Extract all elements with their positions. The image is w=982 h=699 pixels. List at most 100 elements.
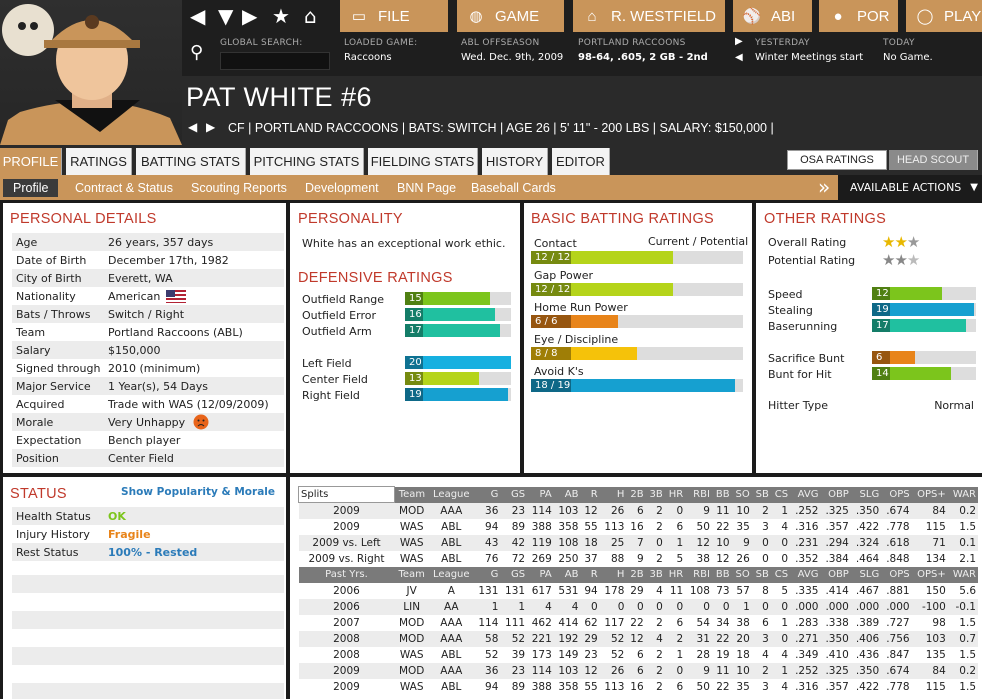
prev-day-icon[interactable]: ◀ (735, 52, 743, 63)
rating-label: Outfield Error (302, 308, 376, 322)
search-icon: ⚲ (190, 42, 204, 63)
stats-cell: 6 (676, 616, 684, 629)
subtab-profile[interactable]: Profile (3, 179, 59, 197)
subtab-contract-status[interactable]: Contract & Status (75, 181, 173, 195)
stats-column-header[interactable]: WAR (947, 566, 978, 583)
stats-column-header[interactable]: G (473, 486, 501, 503)
osa-ratings-toggle[interactable]: OSA RATINGS (787, 150, 887, 170)
team-link[interactable]: Portland Raccoons (ABL) (108, 325, 243, 339)
stats-cell: AAA (428, 630, 474, 647)
stats-column-header[interactable]: OBP (820, 566, 851, 583)
next-player-icon[interactable]: ▶ (206, 120, 216, 134)
head-scout-toggle[interactable]: HEAD SCOUT (889, 150, 978, 170)
rating-bar: 8 / 8 (531, 347, 743, 360)
stats-column-header[interactable]: BB (711, 486, 732, 503)
stats-column-header[interactable]: CS (770, 486, 791, 503)
stats-column-header[interactable]: OPS+ (911, 486, 948, 503)
stats-column-header[interactable]: SO (731, 566, 752, 583)
stats-column-header[interactable]: RBI (685, 486, 712, 503)
game-button[interactable]: ◍ GAME (457, 0, 564, 32)
show-popularity-link[interactable]: Show Popularity & Morale (121, 486, 275, 498)
tab-history[interactable]: HISTORY (482, 148, 548, 175)
stats-column-header[interactable]: 3B (645, 486, 665, 503)
stats-cell: WAS (394, 534, 429, 551)
nationality-link[interactable]: American (108, 289, 161, 303)
stats-column-header[interactable]: H (599, 486, 627, 503)
stats-column-header[interactable]: 2B (626, 486, 646, 503)
forward-icon[interactable]: ▶ (242, 4, 258, 28)
stats-column-header[interactable]: R (580, 486, 600, 503)
stats-column-header[interactable]: AB (553, 566, 581, 583)
league-button[interactable]: ⚾ ABI (733, 0, 812, 32)
tab-ratings[interactable]: RATINGS (66, 148, 132, 175)
star-icon[interactable]: ★ (272, 4, 290, 28)
stats-cell: 31 (685, 630, 712, 647)
trade-link[interactable]: Trade with WAS (12/09/2009) (108, 397, 269, 411)
stats-row: 2009 vs. Right WAS ABL 76 72 269 250 37 88 9 2 5 38 1… (299, 551, 979, 567)
stats-column-header[interactable]: HR (664, 486, 686, 503)
stats-column-header[interactable]: R (580, 566, 600, 583)
stats-column-header[interactable]: 3B (645, 566, 665, 583)
tab-profile[interactable]: PROFILE (0, 148, 62, 175)
stats-column-header[interactable]: GS (500, 486, 528, 503)
stats-column-header[interactable]: G (473, 566, 501, 583)
stats-column-header[interactable]: HR (664, 566, 686, 583)
stats-column-header[interactable]: PA (527, 486, 554, 503)
stats-cell: 5.6 (959, 584, 976, 597)
subtab-baseball-cards[interactable]: Baseball Cards (471, 181, 556, 195)
stats-column-header[interactable]: 2B (626, 566, 646, 583)
stats-cell: .778 (886, 520, 910, 533)
stats-cell: .335 (795, 584, 819, 597)
subtab-bnn-page[interactable]: BNN Page (397, 181, 457, 195)
stats-column-header[interactable]: PA (527, 566, 554, 583)
tab-batting-stats[interactable]: BATTING STATS (136, 148, 246, 175)
manager-button[interactable]: ⌂ R. WESTFIELD (573, 0, 725, 32)
stats-column-header[interactable]: H (599, 566, 627, 583)
stats-cell: 4 (553, 598, 581, 615)
stats-column-header[interactable]: Team (394, 486, 429, 503)
stats-column-header[interactable]: League (428, 486, 474, 503)
stats-column-header[interactable]: League (428, 566, 474, 583)
stats-column-header[interactable]: RBI (685, 566, 712, 583)
team-record: 98-64, .605, 2 GB - 2nd (578, 52, 708, 63)
stats-column-header[interactable]: Team (394, 566, 429, 583)
stats-column-header[interactable]: AB (553, 486, 581, 503)
prev-player-icon[interactable]: ◀ (188, 120, 198, 134)
stats-column-header[interactable]: SLG (850, 486, 882, 503)
stats-column-header[interactable]: SB (751, 486, 771, 503)
stats-cell: ABL (428, 534, 474, 551)
back-icon[interactable]: ◀ (190, 4, 206, 28)
stats-column-header[interactable]: OPS+ (911, 566, 948, 583)
stats-cell: 0 (626, 598, 646, 615)
stats-column-header[interactable]: OPS (881, 566, 912, 583)
stats-cell: 2 (656, 680, 663, 693)
tab-fielding-stats[interactable]: FIELDING STATS (368, 148, 478, 175)
tab-editor[interactable]: EDITOR (552, 148, 610, 175)
stats-column-header[interactable]: GS (500, 566, 528, 583)
dropdown-icon[interactable]: ▼ (218, 4, 234, 28)
available-actions-button[interactable]: AVAILABLE ACTIONS ▼ (838, 175, 982, 200)
stats-header-first[interactable]: Splits (298, 486, 395, 503)
file-button[interactable]: ▭ FILE (340, 0, 448, 32)
stats-column-header[interactable]: SO (731, 486, 752, 503)
stats-column-header[interactable]: BB (711, 566, 732, 583)
search-input[interactable] (220, 52, 330, 70)
next-day-icon[interactable]: ▶ (735, 36, 743, 47)
stats-column-header[interactable]: SB (751, 566, 771, 583)
stats-column-header[interactable]: OBP (820, 486, 851, 503)
stats-column-header[interactable]: AVG (790, 566, 821, 583)
subtab-scouting-reports[interactable]: Scouting Reports (191, 181, 287, 195)
play-button[interactable]: ◯ PLAY (906, 0, 982, 32)
home-icon[interactable]: ⌂ (304, 4, 317, 28)
tab-pitching-stats[interactable]: PITCHING STATS (250, 148, 364, 175)
stats-column-header[interactable]: AVG (790, 486, 821, 503)
stats-column-header[interactable]: WAR (947, 486, 978, 503)
subtab-development[interactable]: Development (305, 181, 379, 195)
stats-cell: .464 (855, 552, 880, 565)
stats-cell: 114 (527, 502, 554, 519)
team-button[interactable]: ● POR (819, 0, 898, 32)
stats-column-header[interactable]: OPS (881, 486, 912, 503)
stats-cell: 12 (685, 534, 712, 551)
stats-column-header[interactable]: SLG (850, 566, 882, 583)
stats-column-header[interactable]: CS (770, 566, 791, 583)
